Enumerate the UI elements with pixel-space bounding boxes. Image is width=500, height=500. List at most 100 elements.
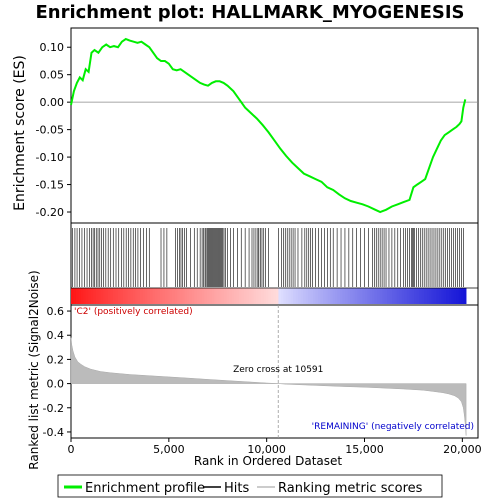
rank-color-segment: [172, 288, 176, 304]
rank-color-segment: [396, 288, 400, 304]
rank-color-segment: [320, 288, 324, 304]
rank-color-segment: [288, 288, 292, 304]
rank-color-segment: [310, 288, 314, 304]
rank-color-segment: [152, 288, 156, 304]
ranking-axis-title: Ranked list metric (Signal2Noise): [27, 270, 41, 469]
rank-color-segment: [317, 288, 321, 304]
rank-color-segment: [236, 288, 240, 304]
es-y-tick-label: 0.00: [40, 96, 65, 109]
rank-color-segment: [263, 288, 267, 304]
x-tick-label: 10,000: [247, 443, 286, 456]
rank-color-segment: [162, 288, 166, 304]
rank-color-segment: [95, 288, 99, 304]
rank-color-segment: [436, 288, 440, 304]
rank-color-segment: [105, 288, 109, 304]
rank-color-segment: [411, 288, 415, 304]
rank-color-segment: [293, 288, 297, 304]
rank-color-segment: [362, 288, 366, 304]
rank-color-segment: [357, 288, 361, 304]
rank-color-segment: [179, 288, 183, 304]
rank-color-segment: [229, 288, 232, 304]
es-axis-title: Enrichment score (ES): [12, 55, 28, 211]
rank-color-segment: [342, 288, 346, 304]
rank-color-segment: [238, 288, 242, 304]
ranking-y-tick-label: 0.2: [47, 353, 65, 366]
rank-color-segment: [458, 288, 462, 304]
rank-color-segment: [266, 288, 269, 304]
x-tick-label: 20,000: [443, 443, 482, 456]
rank-color-segment: [132, 288, 136, 304]
legend-label-ranking-metric-scores: Ranking metric scores: [278, 481, 423, 496]
rank-color-segment: [426, 288, 430, 304]
rank-color-segment: [280, 288, 284, 304]
rank-color-segment: [117, 288, 121, 304]
rank-color-segment: [372, 288, 376, 304]
legend-label-enrichment-profile: Enrichment profile: [85, 481, 205, 496]
rank-color-segment: [214, 288, 218, 304]
x-tick-label: 0: [68, 443, 75, 456]
es-y-tick-label: -0.10: [36, 151, 64, 164]
rank-color-segment: [295, 288, 299, 304]
rank-color-segment: [145, 288, 148, 304]
rank-color-segment: [191, 288, 195, 304]
negative-correlation-label: 'REMAINING' (negatively correlated): [312, 422, 474, 432]
rank-color-segment: [384, 288, 388, 304]
rank-color-segment: [374, 288, 378, 304]
rank-color-segment: [75, 288, 79, 304]
rank-color-segment: [182, 288, 185, 304]
rank-color-segment: [167, 288, 171, 304]
rank-color-segment: [271, 288, 274, 304]
rank-color-segment: [367, 288, 371, 304]
rank-color-segment: [219, 288, 223, 304]
ranking-y-tick-label: 0.4: [47, 329, 65, 342]
rank-color-segment: [243, 288, 247, 304]
rank-color-segment: [451, 288, 455, 304]
rank-color-segment: [446, 288, 450, 304]
rank-color-segment: [275, 288, 279, 304]
rank-color-segment: [387, 288, 390, 304]
rank-color-segment: [332, 288, 336, 304]
rank-color-segment: [347, 288, 351, 304]
rank-color-segment: [337, 288, 341, 304]
rank-color-segment: [424, 288, 427, 304]
rank-color-segment: [253, 288, 257, 304]
rank-color-segment: [456, 288, 460, 304]
rank-color-segment: [330, 288, 334, 304]
rank-color-segment: [88, 288, 92, 304]
rank-color-segment: [256, 288, 260, 304]
x-axis-title: Rank in Ordered Dataset: [194, 454, 342, 468]
rank-color-segment: [177, 288, 181, 304]
rank-color-segment: [300, 288, 304, 304]
rank-color-segment: [401, 288, 405, 304]
rank-color-segment: [369, 288, 373, 304]
x-tick-label: 15,000: [345, 443, 384, 456]
rank-color-segment: [438, 288, 442, 304]
rank-color-segment: [112, 288, 116, 304]
rank-color-segment: [248, 288, 252, 304]
ranking-y-tick-label: -0.2: [43, 402, 64, 415]
rank-color-segment: [108, 288, 111, 304]
rank-color-segment: [350, 288, 353, 304]
rank-color-segment: [154, 288, 158, 304]
rank-color-segment: [290, 288, 294, 304]
rank-color-segment: [127, 288, 131, 304]
rank-color-segment: [184, 288, 188, 304]
rank-color-segment: [335, 288, 339, 304]
rank-color-segment: [142, 288, 146, 304]
rank-color-segment: [80, 288, 84, 304]
rank-color-segment: [414, 288, 418, 304]
rank-color-segment: [285, 288, 289, 304]
rank-color-segment: [98, 288, 102, 304]
rank-color-segment: [421, 288, 425, 304]
es-plot-frame: [70, 27, 479, 224]
rank-color-segment: [83, 288, 87, 304]
ranking-y-tick-label: 0.0: [47, 378, 65, 391]
rank-color-segment: [379, 288, 383, 304]
rank-color-segment: [221, 288, 225, 304]
rank-color-segment: [122, 288, 126, 304]
rank-color-segment: [189, 288, 193, 304]
rank-color-segment: [461, 288, 464, 304]
rank-color-segment: [137, 288, 141, 304]
rank-color-segment: [463, 288, 467, 304]
rank-color-segment: [419, 288, 423, 304]
